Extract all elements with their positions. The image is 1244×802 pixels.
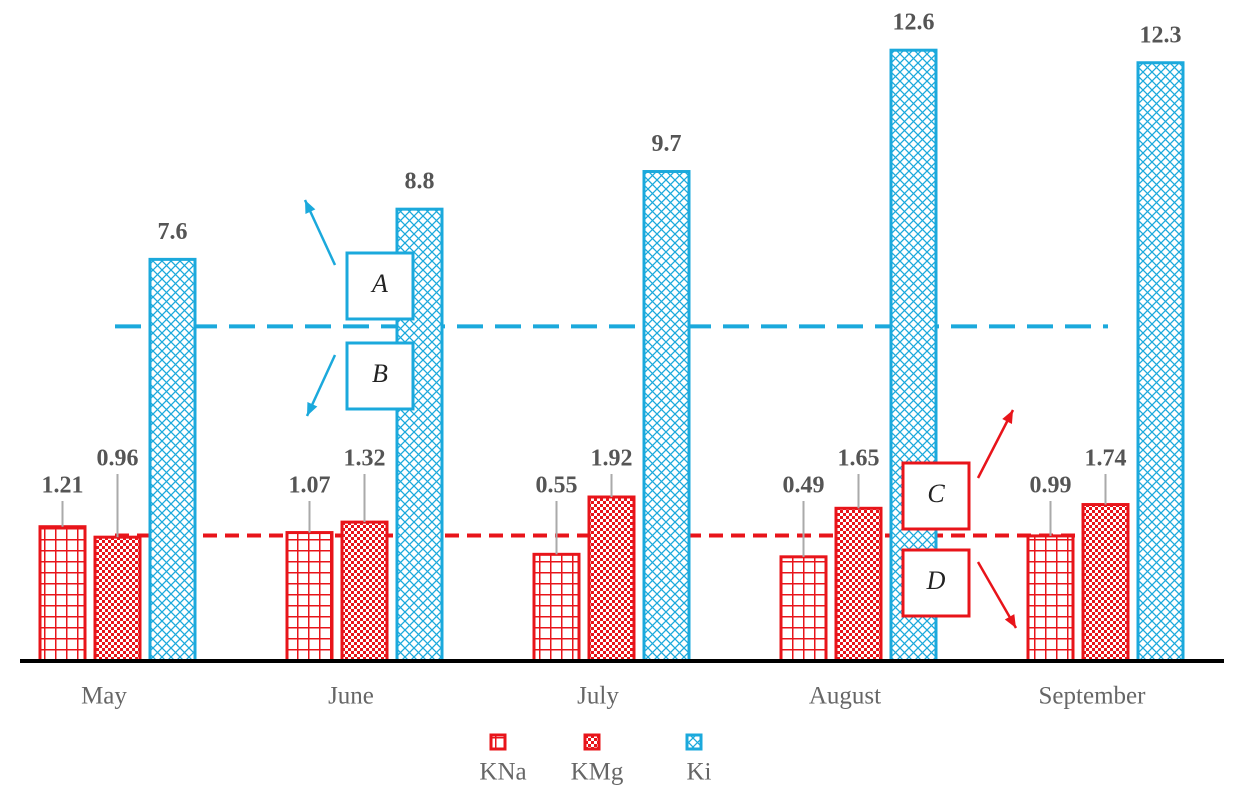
value-label: 0.99 xyxy=(1030,473,1072,499)
bar xyxy=(779,555,828,663)
value-label: 1.92 xyxy=(591,446,633,472)
value-label: 8.8 xyxy=(405,169,435,195)
value-label: 1.32 xyxy=(344,446,386,472)
value-label: 1.65 xyxy=(838,446,880,472)
legend-swatch xyxy=(489,733,507,751)
bar xyxy=(285,531,334,663)
bar xyxy=(340,520,389,663)
legend-swatch xyxy=(685,733,703,751)
value-label: 1.21 xyxy=(42,473,84,499)
bar xyxy=(642,170,691,663)
bar xyxy=(532,552,581,663)
bar xyxy=(1136,61,1185,663)
bar xyxy=(38,525,87,663)
annotation-arrowhead xyxy=(1002,410,1013,424)
annotation-box xyxy=(345,251,415,321)
bar xyxy=(1026,534,1075,663)
value-label: 1.74 xyxy=(1085,446,1127,472)
annotation-arrowhead xyxy=(305,200,316,214)
value-label: 9.7 xyxy=(652,131,682,157)
annotation-text: C xyxy=(927,479,945,508)
value-label: 7.6 xyxy=(158,219,188,245)
bar xyxy=(834,506,883,663)
annotation-box xyxy=(901,548,971,618)
value-label: 1.07 xyxy=(289,473,331,499)
bar xyxy=(148,257,197,663)
legend-label: KMg xyxy=(571,759,624,786)
bar xyxy=(1081,503,1130,663)
x-tick-label: September xyxy=(1039,683,1147,710)
value-label: 0.55 xyxy=(536,473,578,499)
bar xyxy=(587,495,636,663)
value-label: 0.49 xyxy=(783,473,825,499)
annotation-text: A xyxy=(370,269,388,298)
legend-swatch xyxy=(583,733,601,751)
bar xyxy=(93,535,142,663)
value-label: 12.6 xyxy=(893,10,935,36)
annotation-box xyxy=(345,341,415,411)
x-tick-label: June xyxy=(328,683,374,710)
x-tick-label: May xyxy=(81,683,127,710)
annotation-text: B xyxy=(372,359,388,388)
annotation-arrowhead xyxy=(307,402,318,416)
annotation-arrowhead xyxy=(1004,614,1016,628)
x-tick-label: August xyxy=(809,683,881,710)
value-label: 0.96 xyxy=(97,446,139,472)
legend-label: KNa xyxy=(479,759,526,786)
x-tick-label: July xyxy=(577,683,619,710)
value-label: 12.3 xyxy=(1140,22,1182,48)
annotation-text: D xyxy=(926,566,946,595)
legend-label: Ki xyxy=(687,759,712,786)
annotation-box xyxy=(901,461,971,531)
